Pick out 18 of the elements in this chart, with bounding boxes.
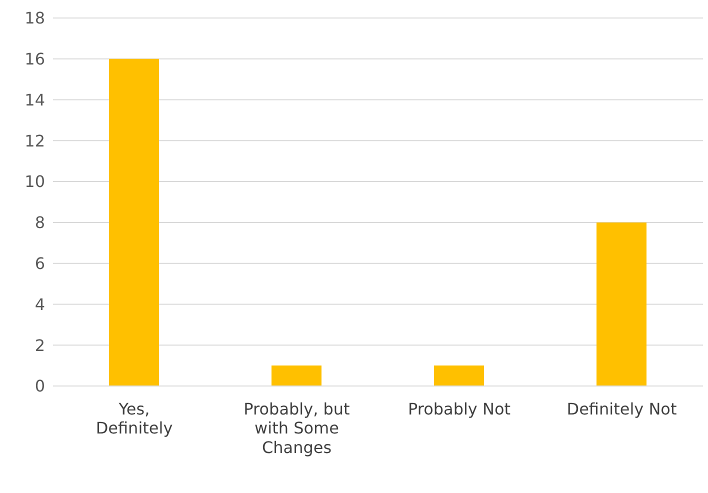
y-tick-label: 8 bbox=[34, 213, 45, 232]
y-tick-label: 2 bbox=[34, 336, 45, 355]
bar bbox=[596, 222, 646, 386]
y-tick-label: 16 bbox=[24, 50, 45, 69]
x-tick-label: Probably, but with Some Changes bbox=[244, 399, 350, 457]
x-tick-label: Definitely Not bbox=[566, 399, 677, 418]
bar bbox=[272, 366, 322, 386]
y-tick-label: 18 bbox=[24, 8, 45, 28]
y-tick-label: 6 bbox=[34, 254, 45, 274]
y-tick-label: 4 bbox=[34, 294, 45, 314]
y-tick-label: 14 bbox=[24, 90, 45, 110]
y-tick-label: 0 bbox=[34, 376, 45, 396]
y-tick-label: 12 bbox=[24, 131, 45, 150]
x-tick-label: Probably Not bbox=[408, 399, 511, 418]
y-tick-label: 10 bbox=[24, 172, 45, 192]
x-tick-label: Yes, Definitely bbox=[96, 399, 173, 438]
bar bbox=[109, 58, 159, 386]
bar bbox=[434, 366, 484, 386]
